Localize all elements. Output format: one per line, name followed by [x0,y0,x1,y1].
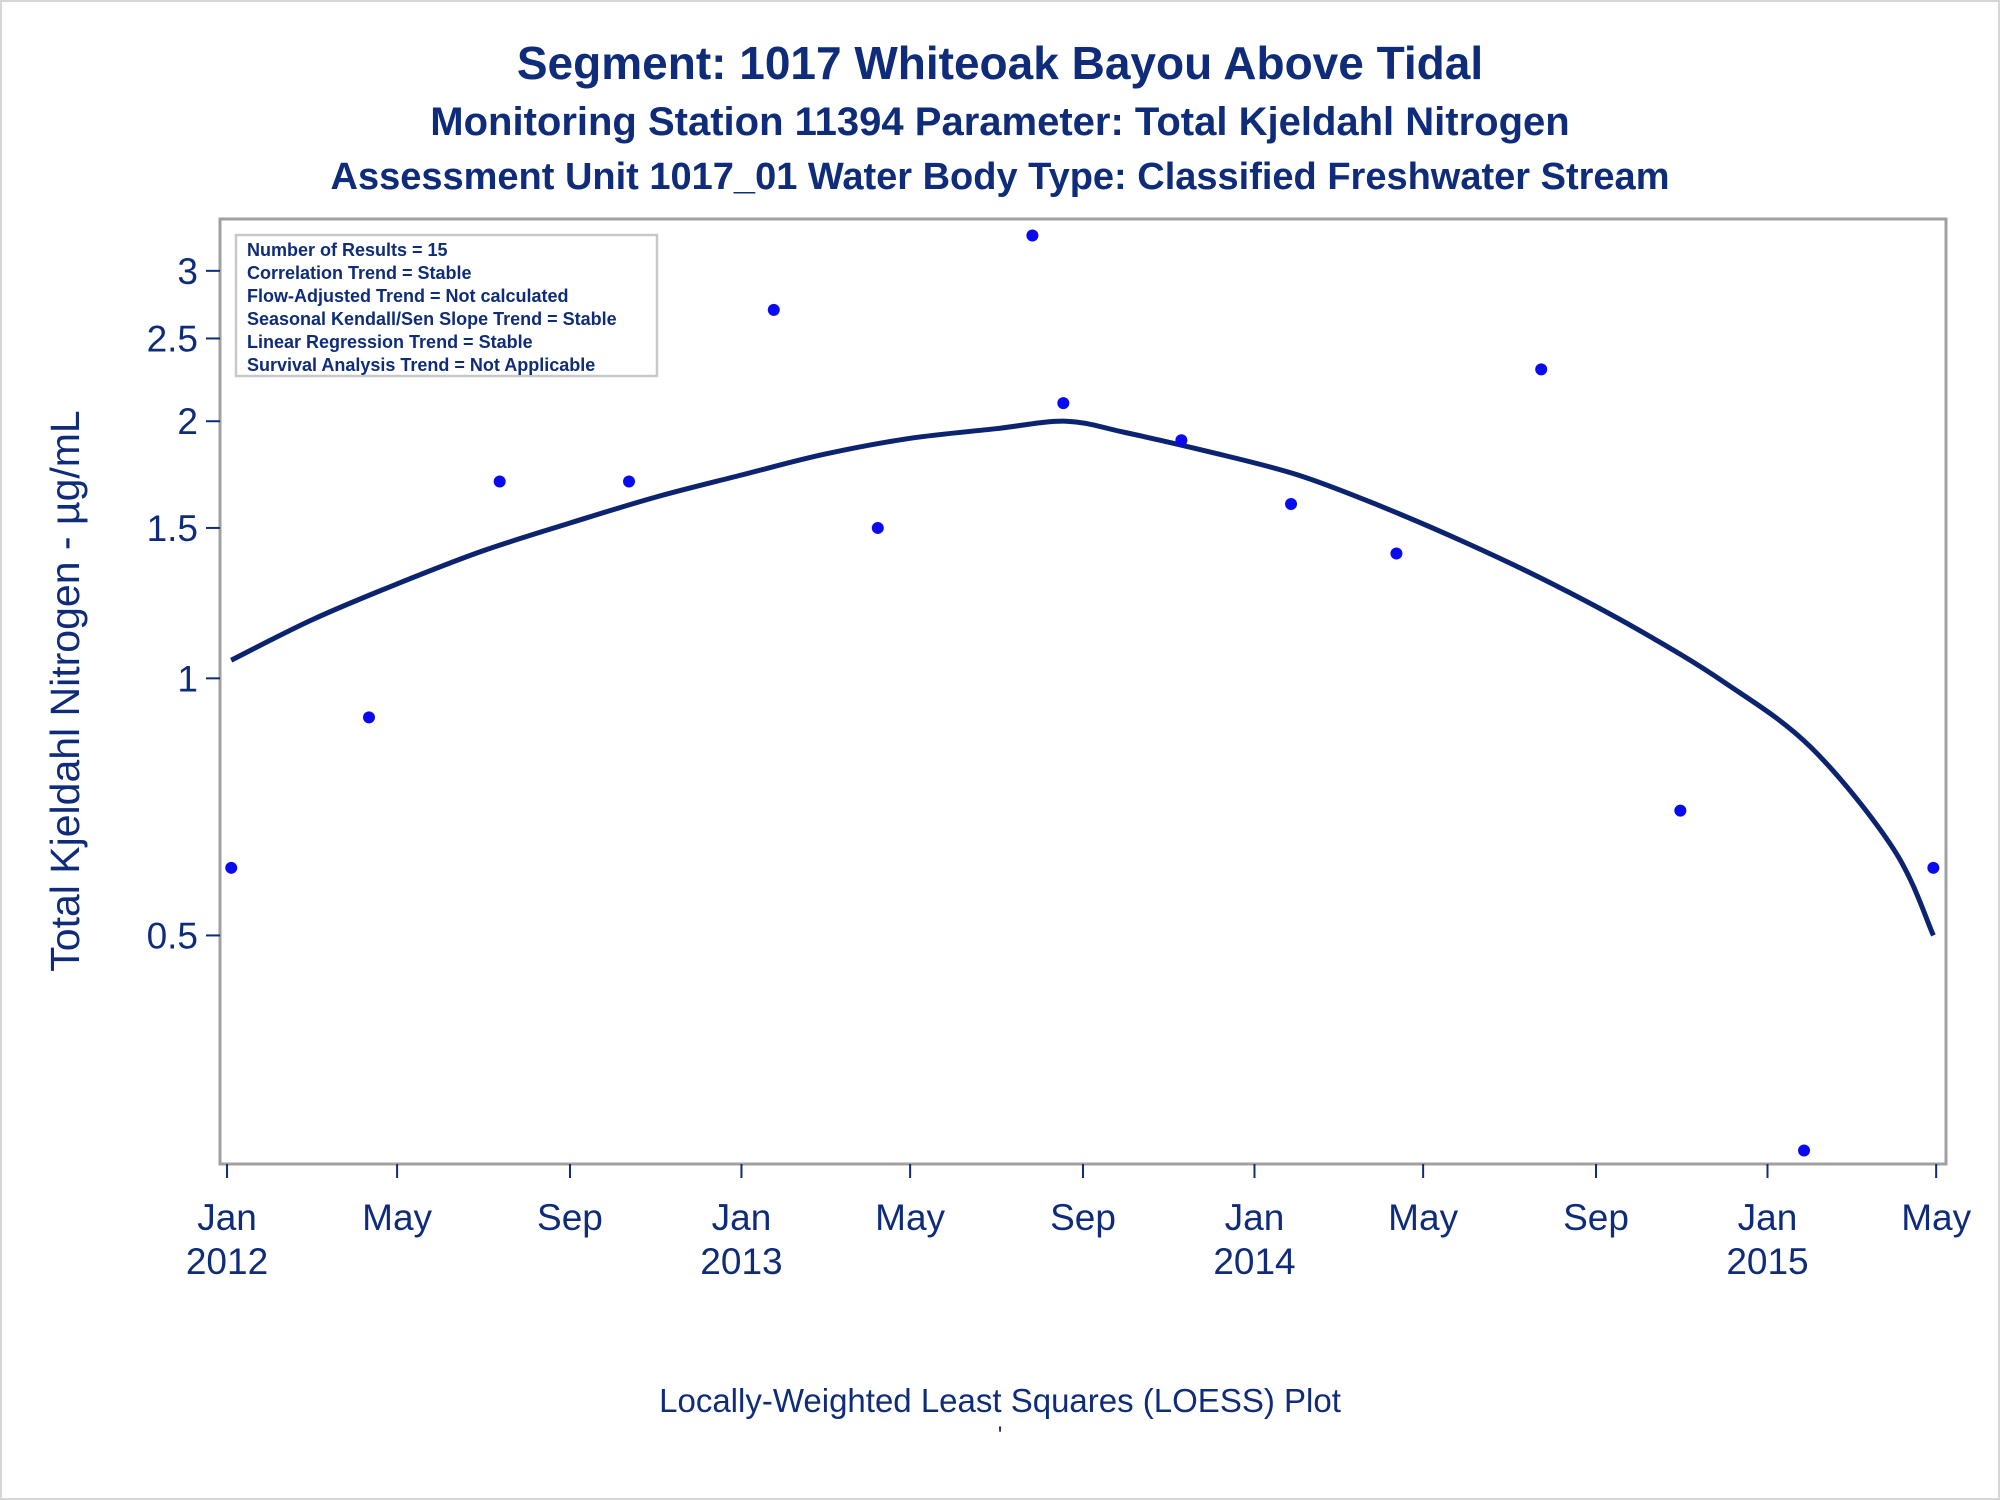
x-tick-label-year: 2012 [186,1241,268,1282]
data-point [1798,1144,1811,1157]
info-line: Linear Regression Trend = Stable [247,332,533,352]
x-tick-label-month: May [362,1197,432,1238]
data-point [871,521,884,534]
y-tick-label: 2 [177,401,198,442]
x-tick-label-year: 2014 [1213,1241,1295,1282]
y-tick-label: 0.5 [147,915,198,956]
x-tick-label-month: May [875,1197,945,1238]
data-point [225,861,238,874]
chart-subtitle-station: Monitoring Station 11394 Parameter: Tota… [430,100,1570,144]
x-tick-label-year: 2015 [1726,1241,1808,1282]
loess-curve [230,418,1936,937]
x-tick-label-month: Sep [1563,1197,1629,1238]
data-point [1390,547,1403,560]
data-point [1057,397,1070,410]
y-tick-label: 1.5 [147,508,198,549]
data-point [493,475,506,488]
data-point [362,711,375,724]
x-tick-label-month: Jan [1738,1197,1798,1238]
data-point [1927,861,1940,874]
y-tick-label: 2.5 [147,318,198,359]
info-box: Number of Results = 15 Correlation Trend … [234,233,659,378]
data-point [1674,804,1687,817]
x-tick-label-year: 2013 [700,1241,782,1282]
data-point [623,475,636,488]
data-point [767,303,780,316]
x-tick-label-month: Jan [1225,1197,1285,1238]
x-tick-label-month: Jan [197,1197,257,1238]
footnote-mark: ' [997,1422,1003,1449]
x-tick-label-month: Sep [1050,1197,1116,1238]
info-line: Flow-Adjusted Trend = Not calculated [247,286,569,306]
info-line: Correlation Trend = Stable [247,263,472,283]
info-box-border [234,233,659,378]
data-point [1175,434,1188,447]
y-tick-label: 1 [177,658,198,699]
chart-title: Segment: 1017 Whiteoak Bayou Above Tidal [516,37,1484,89]
info-line: Seasonal Kendall/Sen Slope Trend = Stabl… [247,309,617,329]
y-tick-label: 3 [177,251,198,292]
x-tick-label-month: Sep [537,1197,603,1238]
x-tick-label-month: May [1388,1197,1458,1238]
x-tick-label-month: May [1901,1197,1971,1238]
data-point [1535,363,1548,376]
info-line: Number of Results = 15 [247,240,448,260]
data-point [1026,229,1039,242]
chart-subtitle-assessment: Assessment Unit 1017_01 Water Body Type:… [330,156,1670,198]
plot-method-footnote: Locally-Weighted Least Squares (LOESS) P… [659,1382,1341,1419]
x-tick-label-month: Jan [712,1197,772,1238]
y-axis-title: Total Kjeldahl Nitrogen - µg/mL [42,410,88,971]
info-line: Survival Analysis Trend = Not Applicable [247,355,595,375]
data-point [1285,498,1298,511]
